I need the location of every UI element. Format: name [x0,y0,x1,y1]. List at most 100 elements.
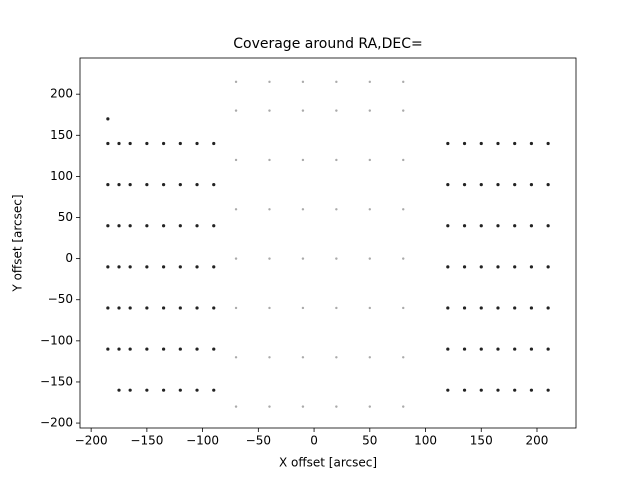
point [496,183,500,187]
point [479,388,483,392]
point [546,265,550,269]
point [128,224,132,228]
point [529,306,534,310]
point [161,224,166,228]
point [145,347,149,351]
point [128,141,132,146]
point [106,347,110,351]
point [301,158,305,162]
point [479,265,483,269]
point [234,405,238,408]
point [462,306,467,310]
point [301,208,305,211]
point [106,117,110,121]
point [402,109,405,112]
point [178,224,182,228]
y-tick-label: −150 [40,374,73,388]
point [546,306,550,310]
point [402,405,405,408]
point [117,347,121,351]
point [106,224,110,228]
point [117,141,121,146]
point [212,306,216,310]
point [546,347,550,351]
point [301,405,305,408]
plot-frame [79,57,577,429]
point [368,80,371,84]
y-tick-label: 50 [58,210,73,224]
point [529,388,534,392]
point [368,306,371,310]
y-tick-label: 150 [50,128,73,142]
point [117,306,121,310]
point [161,183,166,187]
point [546,141,550,146]
point [446,388,450,392]
point [402,356,405,359]
point [462,388,467,392]
point [234,80,238,84]
point [161,347,166,351]
y-tick-label: −100 [40,333,73,347]
point [335,405,338,408]
point [402,208,405,211]
point [212,347,216,351]
point [178,141,182,146]
point [301,257,305,260]
point [178,265,182,269]
x-tick-label: 100 [414,434,437,448]
point [446,141,450,146]
point [462,347,467,351]
point [546,224,550,228]
point [178,306,182,310]
point [212,265,216,269]
point [546,183,550,187]
point [529,141,534,146]
point [106,183,110,187]
point [268,257,271,260]
point [496,388,500,392]
point [195,265,199,269]
point [234,208,238,211]
y-tick-label: 0 [65,251,73,265]
point [178,388,182,392]
point [195,388,199,392]
point [335,208,338,211]
x-tick-label: 200 [526,434,549,448]
point [234,257,238,260]
point [368,356,371,359]
point [268,306,271,310]
point [128,306,132,310]
point [212,183,216,187]
x-tick-label: −50 [246,434,271,448]
point [462,224,467,228]
point [106,306,110,310]
point [335,306,338,310]
x-tick-label: 0 [310,434,318,448]
point [496,224,500,228]
point [301,356,305,359]
point [402,158,405,162]
point [128,347,132,351]
point [479,347,483,351]
point [212,141,216,146]
point [368,405,371,408]
point [145,141,149,146]
point [402,257,405,260]
point [529,224,534,228]
point [513,183,517,187]
point [546,388,550,392]
point [335,109,338,112]
point [462,265,467,269]
x-tick-label: 50 [362,434,377,448]
y-axis-label: Y offset [arcsec] [11,194,25,292]
point [462,141,467,146]
y-tick-label: 200 [50,87,73,101]
point [268,80,271,84]
point [117,388,121,392]
point [368,208,371,211]
point [335,80,338,84]
point [234,356,238,359]
point [195,224,199,228]
point [446,224,450,228]
